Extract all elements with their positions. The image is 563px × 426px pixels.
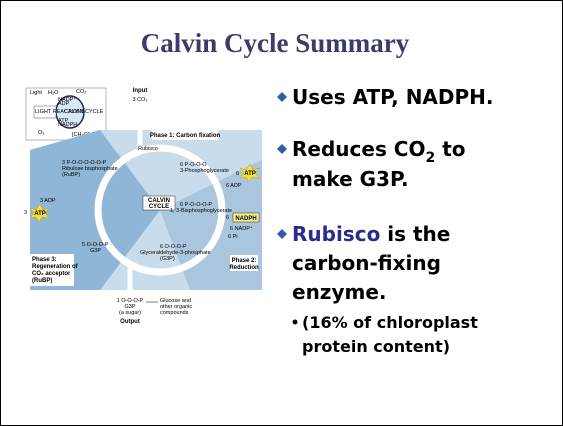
label: ADP bbox=[58, 101, 70, 107]
label: O₂ bbox=[38, 130, 44, 136]
label: 1, 3-Bisphosphoglycerate bbox=[170, 208, 232, 214]
label: CO₂ acceptor bbox=[32, 271, 71, 277]
label: Phase 1: Carbon fixation bbox=[150, 133, 221, 139]
label: (G3P) bbox=[160, 256, 175, 262]
label: 6 Pi bbox=[228, 234, 237, 240]
label: 6 NADP⁺ bbox=[230, 225, 253, 232]
text: to bbox=[435, 137, 465, 161]
bullet-text: Rubisco is the bbox=[292, 222, 450, 246]
label: Input bbox=[133, 88, 148, 94]
label: 6 ADP bbox=[226, 183, 242, 189]
bullet-text: Uses ATP, NADPH. bbox=[292, 85, 494, 109]
label: Phase 3: bbox=[32, 257, 57, 263]
bullet-text: carbon-fixing bbox=[292, 251, 441, 275]
label: G3P bbox=[90, 248, 101, 254]
label: (RuBP) bbox=[62, 172, 80, 178]
label: 3 ADP bbox=[40, 198, 56, 204]
bullet-text: enzyme. bbox=[292, 280, 386, 304]
label: Output bbox=[120, 319, 140, 325]
label: 3-Phosphoglycerate bbox=[180, 168, 229, 174]
bullet-text: make G3P. bbox=[292, 167, 409, 191]
label: H₂O bbox=[48, 90, 59, 96]
slide: Calvin Cycle Summary Uses ATP, NADPH. Re… bbox=[0, 0, 563, 426]
label: compounds bbox=[160, 310, 189, 316]
label: Rubisco bbox=[138, 146, 158, 152]
label: (RuBP) bbox=[32, 278, 52, 284]
sub-bullet-text: protein content) bbox=[302, 337, 450, 356]
label: ATP bbox=[34, 211, 46, 217]
sub-bullet-dot bbox=[293, 320, 298, 325]
label: Phase 2: bbox=[232, 258, 257, 264]
label: Regeneration of bbox=[32, 264, 79, 270]
title: Calvin Cycle Summary bbox=[141, 28, 410, 58]
label: 6 bbox=[226, 215, 229, 221]
label: 3 bbox=[24, 210, 27, 216]
label: NADPH bbox=[235, 216, 256, 222]
label: CYCLE bbox=[149, 204, 169, 210]
label: ATP bbox=[244, 171, 256, 177]
label: NADPH bbox=[58, 122, 77, 128]
sub-bullet-text: (16% of chloroplast bbox=[302, 313, 478, 332]
label: Light bbox=[30, 90, 42, 96]
text: Reduces CO bbox=[292, 137, 426, 161]
label: 3 CO₂ bbox=[133, 97, 148, 103]
label: (a sugar) bbox=[119, 310, 141, 316]
label: Glyceraldehyde-3-phosphate bbox=[140, 250, 211, 256]
text: is the bbox=[380, 222, 450, 246]
highlight: Rubisco bbox=[292, 222, 380, 246]
label: CALVIN CYCLE bbox=[64, 109, 104, 115]
subscript: 2 bbox=[426, 150, 436, 166]
label: CO₂ bbox=[76, 89, 86, 95]
label: 6 bbox=[236, 171, 239, 177]
label: Reduction bbox=[229, 265, 259, 271]
